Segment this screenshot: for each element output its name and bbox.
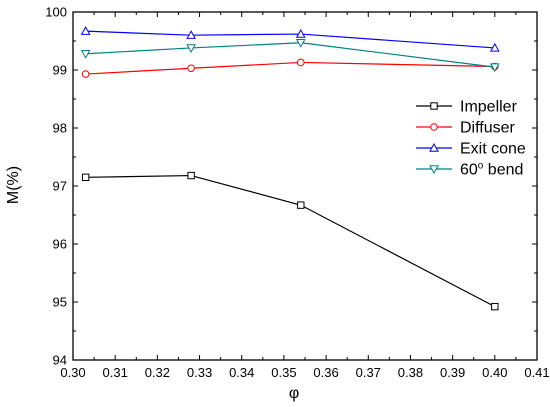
series-line [85, 61, 495, 75]
axes-layer: 0.30 0.31 0.32 0.33 0.34 0.35 0.36 0.37 0.38 0.39… [45, 5, 549, 381]
data-point [186, 30, 196, 39]
series-2 [80, 26, 500, 52]
data-point [80, 26, 91, 35]
data-point [187, 64, 195, 73]
series-line [85, 30, 495, 49]
legend-label: Diffuser [460, 120, 516, 137]
legend-entry: 60o bend [416, 161, 523, 179]
x-tick-label: 0.35 [271, 365, 296, 380]
legend-entry: Diffuser [416, 120, 516, 137]
data-point [295, 29, 306, 38]
x-tick-label: 0.41 [524, 365, 549, 380]
x-tick-label: 0.37 [356, 365, 381, 380]
legend-label: Exit cone [460, 141, 526, 158]
series-line [85, 174, 496, 308]
y-tick-label: 99 [53, 63, 67, 78]
x-tick-label: 0.36 [313, 365, 338, 380]
data-point [81, 70, 90, 78]
data-point [187, 171, 195, 180]
x-tick-label: 0.32 [145, 365, 170, 380]
legend-label-superscript: o [478, 161, 484, 172]
series-0 [81, 171, 499, 311]
y-tick-label: 98 [53, 121, 67, 136]
series-1 [81, 58, 499, 78]
y-tick-label: 95 [53, 295, 67, 310]
legend-label: Impeller [460, 99, 518, 116]
data-point [489, 63, 500, 73]
data-point [186, 44, 196, 53]
legend-marker [429, 165, 439, 175]
x-tick-label: 0.40 [482, 365, 507, 380]
legend-marker [430, 102, 438, 110]
series-line [85, 42, 495, 68]
data-point [491, 302, 499, 311]
y-axis-title: M(%) [5, 166, 22, 204]
y-tick-label: 96 [53, 237, 67, 252]
legend-label-rest: bend [483, 162, 523, 179]
data-point [81, 173, 90, 182]
legend-label: 60o bend [460, 161, 523, 179]
x-axis-title: φ [289, 385, 299, 402]
y-tick-label: 94 [53, 353, 67, 368]
data-point [295, 39, 306, 48]
data-point [80, 50, 91, 59]
y-tick-label: 97 [53, 179, 67, 194]
y-tick-label: 100 [45, 5, 67, 20]
data-point [297, 201, 305, 209]
legend-entry: Impeller [416, 99, 518, 116]
data-point [489, 42, 500, 52]
legend-entry: Exit cone [416, 141, 526, 158]
series-3 [80, 39, 500, 73]
x-tick-label: 0.39 [440, 365, 465, 380]
legend-marker [429, 142, 439, 152]
x-tick-label: 0.31 [103, 365, 128, 380]
x-tick-label: 0.38 [398, 365, 423, 380]
legend: Impeller Diffuser Exit cone 60o bend [416, 99, 526, 179]
x-tick-label: 0.30 [60, 365, 85, 380]
data-point [296, 58, 305, 67]
series-layer [80, 26, 500, 311]
legend-marker [430, 123, 438, 131]
x-tick-label: 0.34 [229, 365, 254, 380]
x-tick-label: 0.33 [187, 365, 212, 380]
legend-label-main: 60 [460, 162, 478, 179]
